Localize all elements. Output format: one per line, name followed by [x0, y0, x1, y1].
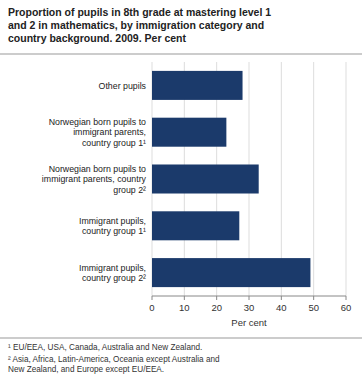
- tick: [184, 296, 185, 300]
- tick: [346, 296, 347, 300]
- category-label: Norwegian born pupils toimmigrant parent…: [49, 117, 146, 148]
- bar: [152, 164, 259, 193]
- tick-label: 10: [179, 302, 190, 313]
- bar: [152, 211, 239, 240]
- x-axis: [152, 296, 346, 297]
- x-axis-label: Per cent: [231, 317, 267, 328]
- tick: [216, 296, 217, 300]
- bars: [152, 71, 310, 287]
- tick-label: 60: [341, 302, 352, 313]
- chart: Proportion of pupils in 8th grade at mas…: [0, 0, 362, 392]
- category-label: Immigrant pupils,country group 2²: [79, 263, 146, 284]
- tick: [281, 296, 282, 300]
- bar: [152, 118, 226, 147]
- tick: [313, 296, 314, 300]
- bar: [152, 258, 310, 287]
- title: Proportion of pupils in 8th grade at mas…: [8, 6, 271, 44]
- bar: [152, 71, 243, 100]
- tick: [152, 296, 153, 300]
- separator: [0, 54, 362, 55]
- tick-label: 0: [149, 302, 154, 313]
- grid-line: [313, 62, 314, 296]
- footnote: ¹ EU/EEA, USA, Canada, Australia and New…: [8, 343, 202, 352]
- separator: [0, 338, 362, 339]
- tick: [249, 296, 250, 300]
- tick-label: 50: [308, 302, 319, 313]
- footnote: ² Asia, Africa, Latin-America, Oceania e…: [8, 355, 220, 374]
- grid-line: [346, 62, 347, 296]
- tick-label: 40: [276, 302, 287, 313]
- category-label: Immigrant pupils,country group 1¹: [79, 216, 146, 237]
- category-label: Norwegian born pupils toimmigrant parent…: [42, 164, 147, 195]
- tick-label: 30: [244, 302, 255, 313]
- category-label: Other pupils: [99, 81, 147, 91]
- tick-label: 20: [211, 302, 222, 313]
